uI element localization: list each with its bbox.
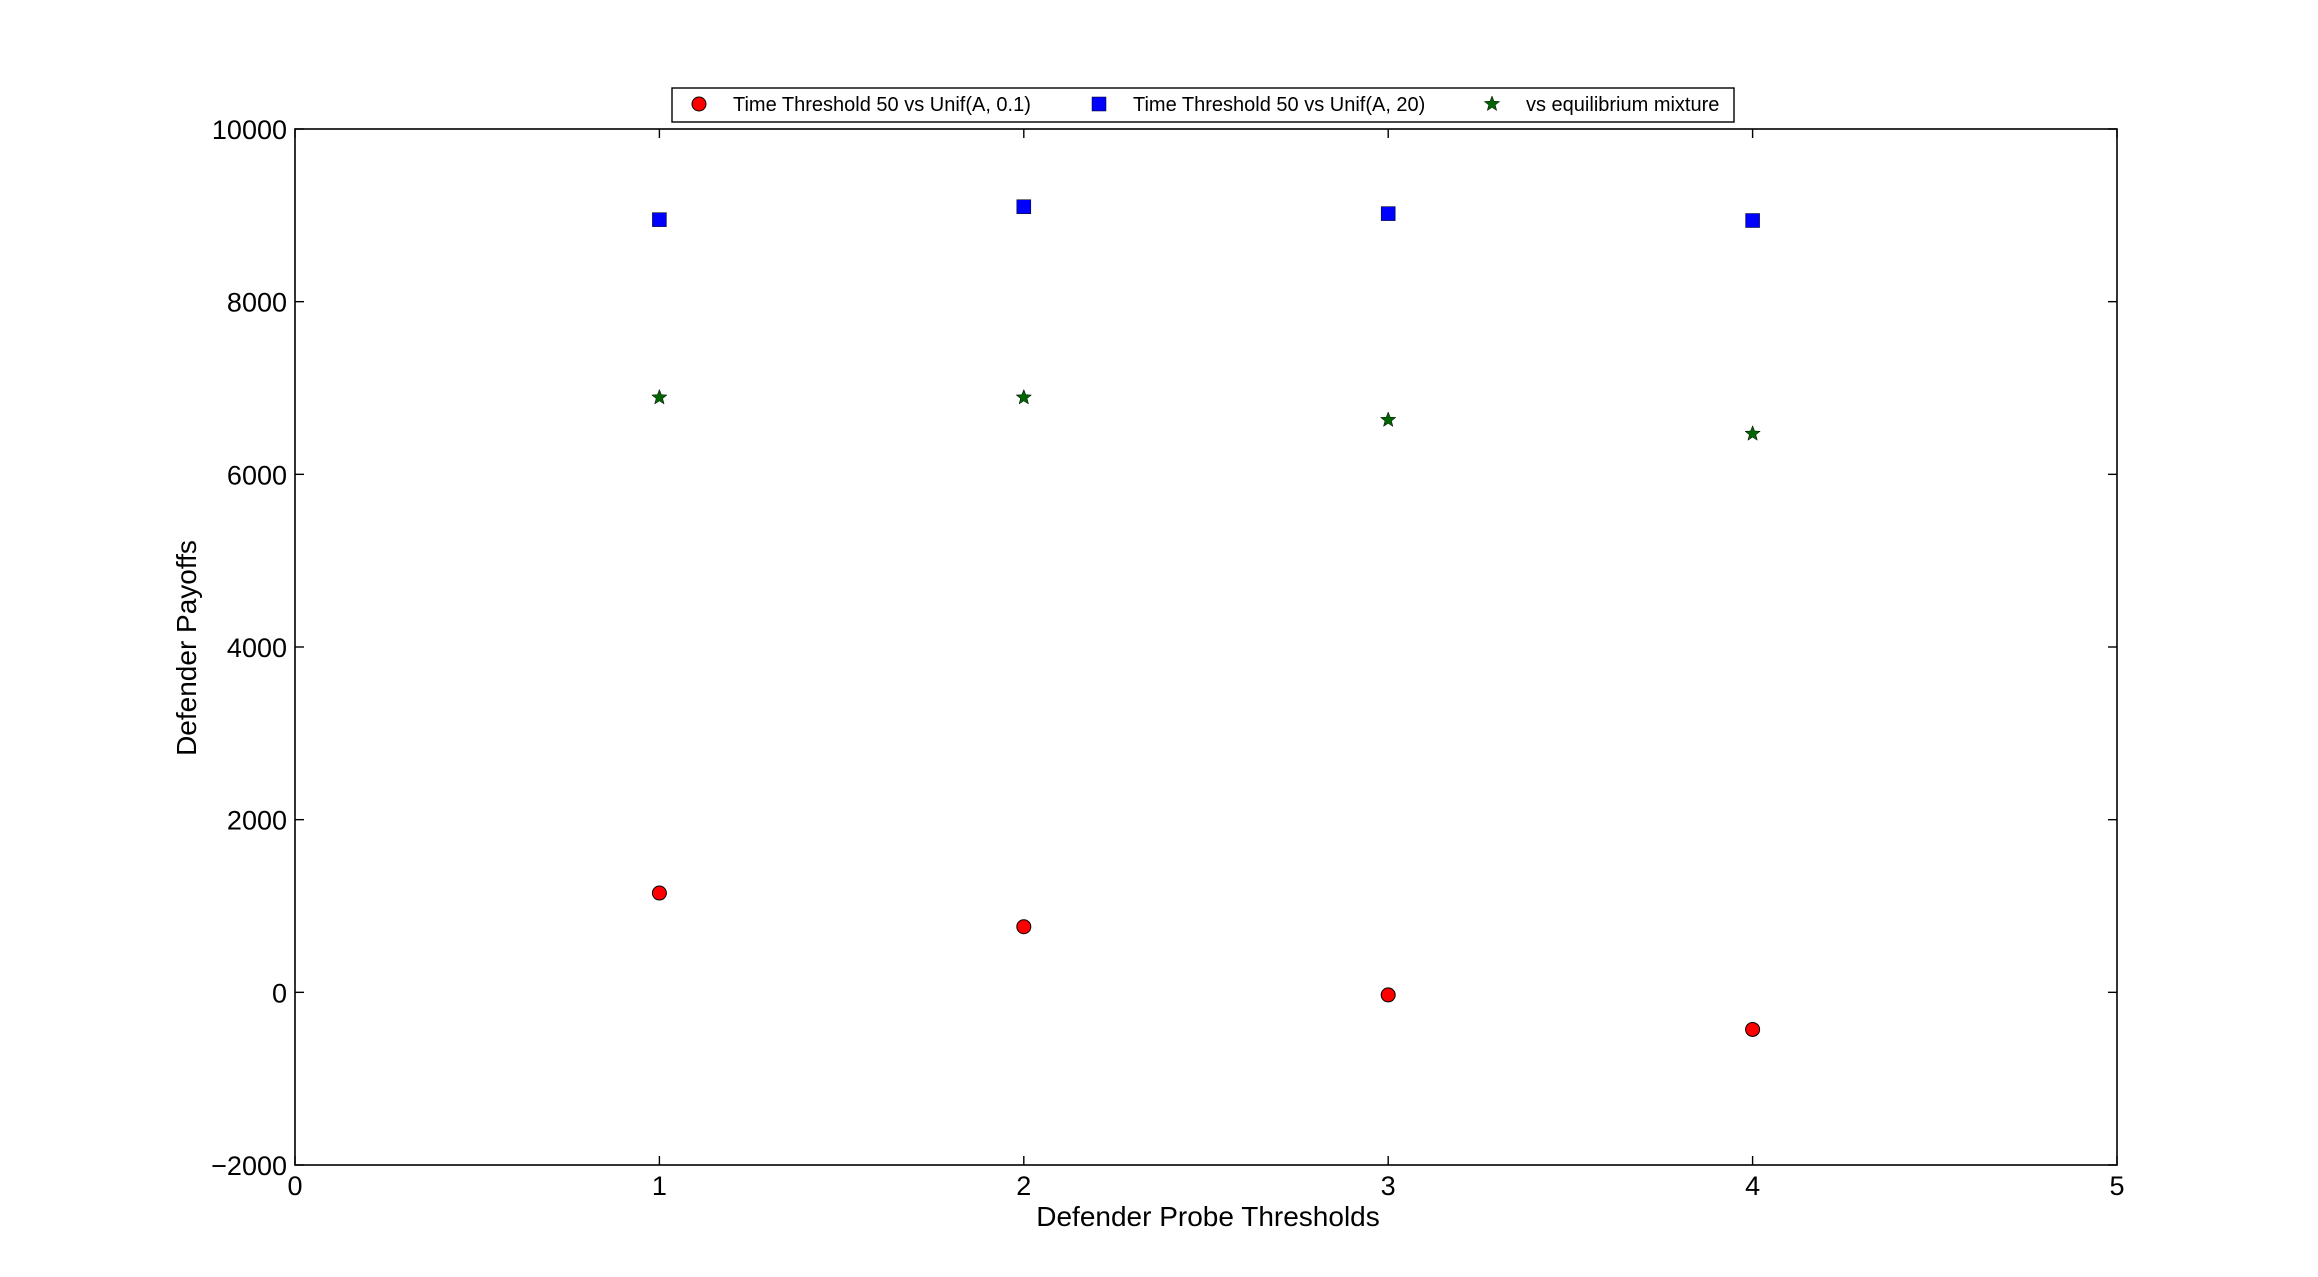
y-tick-label: 2000: [227, 806, 287, 836]
data-point: [1380, 206, 1396, 221]
y-tick-label: 10000: [212, 115, 287, 145]
legend-marker: [691, 96, 707, 112]
data-point: [1745, 1021, 1761, 1037]
x-tick-label: 1: [652, 1171, 667, 1201]
data-point: [1379, 411, 1397, 427]
y-tick-label: 8000: [227, 288, 287, 318]
x-tick-label: 5: [2109, 1171, 2124, 1201]
data-point: [1745, 213, 1760, 228]
x-tick-label: 0: [287, 1171, 302, 1201]
x-tick-label: 3: [1381, 1171, 1396, 1201]
plot-border: [294, 128, 2118, 1166]
legend-entry-label: Time Threshold 50 vs Unif(A, 20): [1133, 94, 1425, 116]
y-tick-label: −2000: [211, 1151, 287, 1181]
data-point: [1016, 199, 1032, 214]
x-axis-label: Defender Probe Thresholds: [1036, 1201, 1379, 1232]
data-point: [1380, 987, 1396, 1003]
series-1: [651, 885, 1761, 1037]
data-point: [651, 885, 667, 901]
series-3: [651, 388, 1761, 441]
legend-box: [671, 87, 1735, 123]
series-2: [652, 199, 1760, 228]
y-tick-label: 4000: [227, 633, 287, 663]
x-tick-label: 4: [1745, 1171, 1760, 1201]
data-point: [652, 212, 667, 227]
y-tick-label: 6000: [227, 460, 287, 490]
data-points: [651, 199, 1761, 1037]
plot-area: [294, 128, 2118, 1166]
legend-entry-label: vs equilibrium mixture: [1526, 94, 1719, 116]
legend-entry-label: Time Threshold 50 vs Unif(A, 0.1): [733, 94, 1031, 116]
x-tick-label: 2: [1016, 1171, 1031, 1201]
legend: Time Threshold 50 vs Unif(A, 0.1) Time Th…: [671, 87, 1735, 123]
data-point: [1744, 425, 1761, 441]
data-point: [1015, 388, 1033, 405]
legend-marker: [1483, 95, 1501, 112]
y-tick-label: 0: [272, 978, 287, 1008]
legend-marker: [1091, 96, 1107, 112]
data-point: [1016, 919, 1032, 935]
y-axis-label: Defender Payoffs: [171, 540, 202, 756]
data-point: [651, 388, 668, 405]
